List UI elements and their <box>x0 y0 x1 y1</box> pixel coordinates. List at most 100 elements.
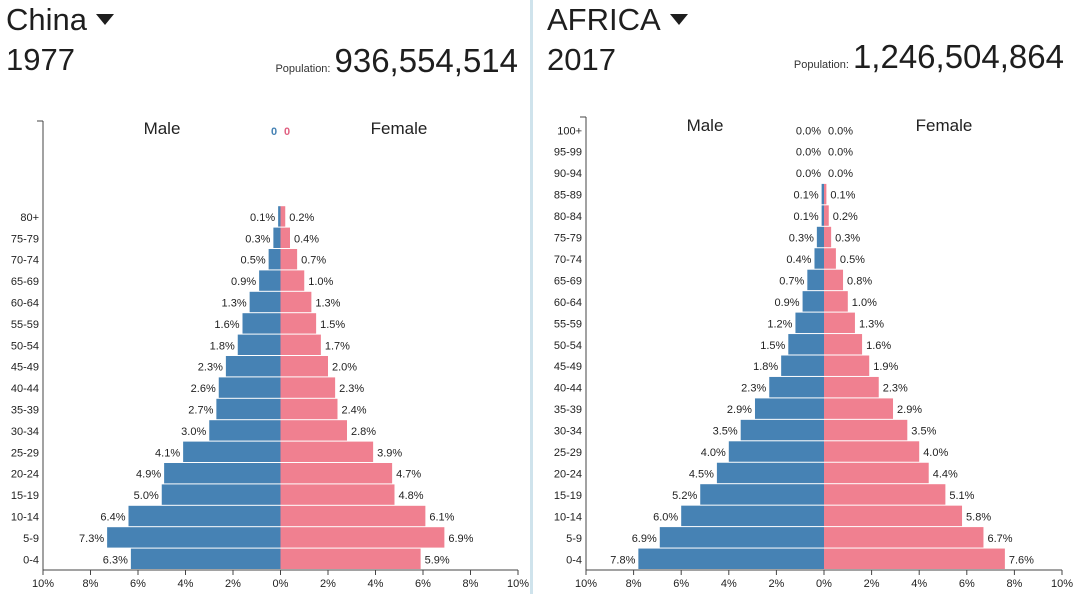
male-value-label: 0.7% <box>779 275 804 287</box>
female-value-label: 5.1% <box>949 490 974 502</box>
female-value-label: 1.0% <box>308 276 333 288</box>
bar-male <box>788 334 824 355</box>
female-value-label: 4.4% <box>933 468 958 480</box>
female-value-label: 2.4% <box>342 405 367 417</box>
population-pyramid-chart: Male Female 10% 8% 6% 4% 2% 0% 2% 4% 6% 8% 10% 0-4 7… <box>554 116 1073 590</box>
x-tick-label: 6% <box>130 578 146 590</box>
bar-male <box>242 313 281 334</box>
female-value-label: 2.8% <box>351 426 376 438</box>
age-group-label: 35-39 <box>554 404 582 416</box>
year-label: 2017 <box>547 42 616 77</box>
population-display: Population: 936,554,514 <box>275 42 518 80</box>
bar-male <box>225 356 281 377</box>
age-group-label: 70-74 <box>11 255 39 267</box>
x-tick-label: 2% <box>225 578 241 590</box>
female-value-label: 1.3% <box>315 298 340 310</box>
bar-female <box>280 291 312 313</box>
age-group-label: 80+ <box>20 212 39 224</box>
age-group-label: 15-19 <box>11 490 39 502</box>
bar-male <box>130 548 281 569</box>
female-value-label: 2.3% <box>883 383 908 395</box>
female-value-label: 2.9% <box>897 404 922 416</box>
female-value-label: 1.6% <box>866 340 891 352</box>
age-group-label: 20-24 <box>11 469 39 481</box>
male-value-label: 6.9% <box>632 533 657 545</box>
male-value-label: 0.0% <box>796 125 821 137</box>
x-tick-label: 2% <box>864 578 880 590</box>
x-tick-label: 0% <box>273 578 289 590</box>
female-value-label: 0.2% <box>289 212 314 224</box>
age-group-label: 55-59 <box>11 319 39 331</box>
country-selector[interactable]: China <box>6 2 114 38</box>
bar-male <box>769 376 824 398</box>
female-value-label: 0.2% <box>833 211 858 223</box>
male-value-label: 6.4% <box>100 512 125 524</box>
bar-male <box>249 291 281 313</box>
bar-female <box>824 334 863 355</box>
bar-male <box>754 398 824 419</box>
x-tick-label: 2% <box>320 578 336 590</box>
bar-female <box>280 227 290 248</box>
age-group-label: 60-64 <box>554 297 582 309</box>
bar-female <box>824 226 832 248</box>
x-tick-label: 8% <box>626 578 642 590</box>
age-group-label: 10-14 <box>554 511 582 523</box>
population-value: 1,246,504,864 <box>852 38 1064 75</box>
age-group-label: 90-94 <box>554 168 582 180</box>
female-value-label: 4.0% <box>923 447 948 459</box>
x-tick-label: 4% <box>911 578 927 590</box>
age-group-label: 95-99 <box>554 147 582 159</box>
country-selector[interactable]: AFRICA <box>547 2 688 38</box>
bar-male <box>164 463 281 484</box>
male-value-label: 1.5% <box>760 340 785 352</box>
bar-female <box>280 420 347 441</box>
bar-male <box>273 227 281 248</box>
x-tick-label: 4% <box>178 578 194 590</box>
male-value-label: 0.1% <box>794 190 819 202</box>
bar-male <box>209 420 281 441</box>
age-group-label: 40-44 <box>11 383 39 395</box>
x-tick-label: 0% <box>816 578 832 590</box>
male-value-label: 0.0% <box>796 168 821 180</box>
female-value-label: 4.8% <box>399 490 424 502</box>
population-value: 936,554,514 <box>334 42 518 79</box>
male-value-label: 0.3% <box>245 233 270 245</box>
bar-female <box>280 484 395 505</box>
bar-male <box>821 205 824 226</box>
bar-female <box>824 248 836 269</box>
bar-female <box>824 462 929 484</box>
female-value-label: 0.8% <box>847 275 872 287</box>
age-group-label: 45-49 <box>11 362 39 374</box>
bar-female <box>824 398 894 419</box>
male-value-label: 2.3% <box>198 362 223 374</box>
bar-female <box>280 313 317 334</box>
age-group-label: 80-84 <box>554 211 582 223</box>
bar-male <box>781 355 824 376</box>
age-group-label: 75-79 <box>554 233 582 245</box>
male-value-label: 4.9% <box>136 469 161 481</box>
bar-male <box>107 527 281 548</box>
age-group-label: 10-14 <box>11 512 39 524</box>
age-group-label: 35-39 <box>11 405 39 417</box>
chevron-down-icon[interactable] <box>96 14 114 26</box>
bar-male <box>681 505 824 527</box>
bar-male <box>237 334 281 355</box>
bar-male <box>128 505 281 527</box>
chevron-down-icon[interactable] <box>669 14 688 26</box>
age-group-label: 100+ <box>557 125 582 137</box>
female-value-label: 6.1% <box>429 512 454 524</box>
age-group-label: 85-89 <box>554 190 582 202</box>
male-value-label: 1.3% <box>222 298 247 310</box>
age-group-label: 0-4 <box>566 554 582 566</box>
female-value-label: 3.9% <box>377 447 402 459</box>
bar-male <box>716 462 824 484</box>
female-value-label: 0.0% <box>828 125 853 137</box>
age-group-label: 70-74 <box>554 254 582 266</box>
bar-male <box>216 398 281 420</box>
female-value-label: 0.1% <box>830 190 855 202</box>
bar-male <box>638 548 824 569</box>
age-group-label: 5-9 <box>23 533 39 545</box>
bar-female <box>280 270 305 291</box>
bar-female <box>280 334 321 355</box>
age-group-label: 45-49 <box>554 361 582 373</box>
